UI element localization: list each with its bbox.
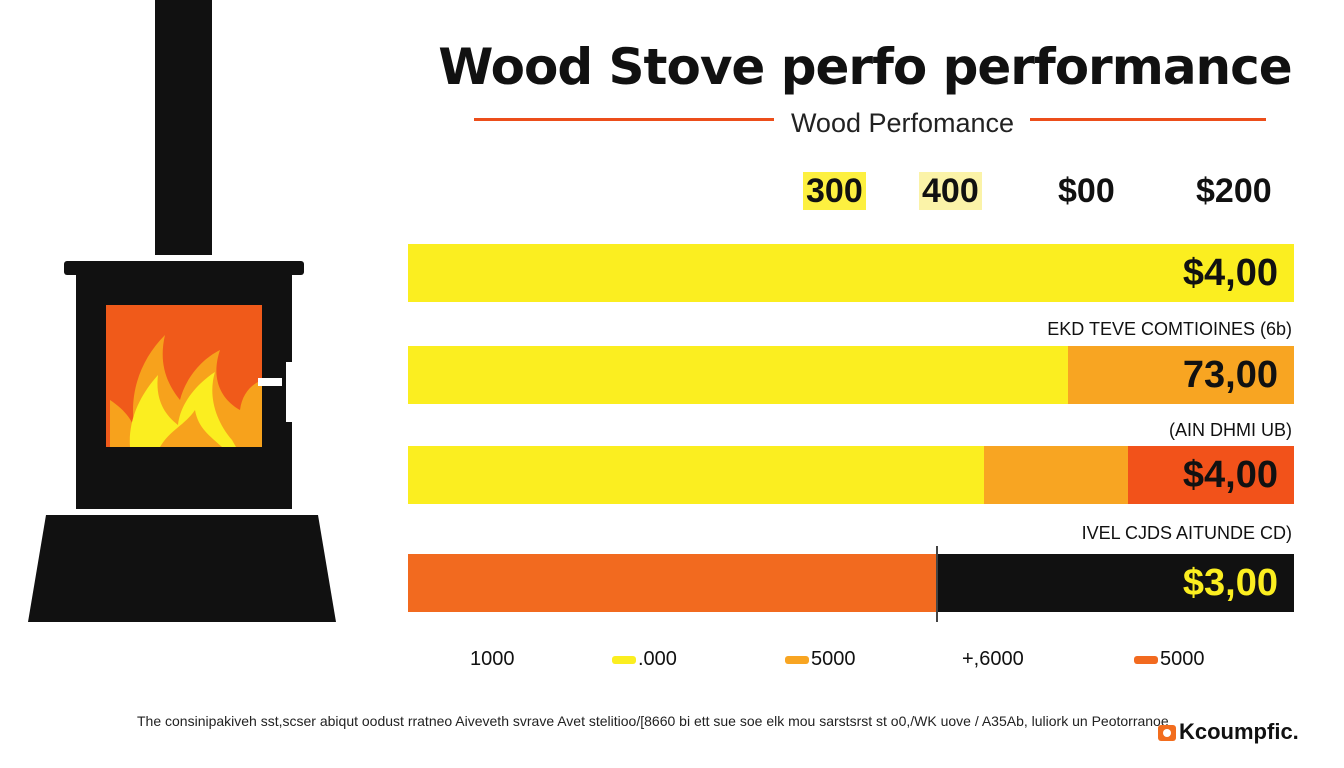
chart-subtitle: Wood Perfomance (790, 108, 1015, 138)
column-header: 400 (919, 172, 982, 210)
stove-top-plate (64, 261, 304, 275)
legend-swatch (785, 655, 809, 664)
stove-chimney (155, 0, 212, 255)
legend-swatch (1134, 655, 1158, 664)
column-header: $200 (1196, 172, 1272, 210)
brand-name: Kcoumpfic. (1179, 719, 1299, 744)
brand-icon (1158, 725, 1176, 742)
legend-item: 1000 (470, 648, 515, 670)
stove-door-latch (258, 378, 282, 386)
bar-segment (937, 554, 1294, 612)
column-header: 300 (803, 172, 866, 210)
bar-value-label: $4,00 (1182, 252, 1278, 294)
legend-swatch (612, 655, 636, 664)
bar-value-label: $4,00 (1182, 454, 1278, 496)
legend-item: .000 (612, 648, 677, 670)
bar-row: 73,00 (408, 346, 1294, 404)
bar-row: $4,00 (408, 244, 1294, 302)
legend-label: 5000 (811, 648, 856, 670)
stove-door-hinge (286, 362, 294, 422)
legend-label: 1000 (470, 648, 515, 670)
flame-icon (110, 335, 262, 447)
bar-value-label: 73,00 (1182, 354, 1278, 396)
chart-title: Wood Stove perfo performance (438, 38, 1292, 96)
bar-caption: EKD TEVE COMTIOINES (6b) (1047, 319, 1292, 339)
brand-logo: Kcoumpfic. (1158, 719, 1299, 745)
legend-item: 5000 (1134, 648, 1205, 670)
subtitle-divider-right (1030, 118, 1266, 121)
legend-label: 5000 (1160, 648, 1205, 670)
column-header: $00 (1058, 172, 1115, 210)
footnote: The consinipakiveh sst,scser abiqut oodu… (137, 713, 1169, 729)
bar-segment (408, 346, 1068, 404)
bar-caption: IVEL CJDS AITUNDE CD) (1081, 523, 1292, 543)
bar-row: $4,00 (408, 446, 1294, 504)
subtitle-divider-left (474, 118, 774, 121)
bar-segment (984, 446, 1128, 504)
wood-stove-illustration (28, 0, 336, 622)
bar-divider-tick (936, 546, 938, 622)
stove-base (28, 515, 336, 622)
bar-segment (408, 446, 984, 504)
bar-segment (1068, 346, 1294, 404)
bar-segment (1128, 446, 1294, 504)
bar-value-label: $3,00 (1182, 562, 1278, 604)
bar-caption: (AIN DHMI UB) (1169, 420, 1292, 440)
legend-label: .000 (638, 648, 677, 670)
bar-segment (408, 554, 937, 612)
legend-item: +,6000 (962, 648, 1024, 670)
legend-item: 5000 (785, 648, 856, 670)
legend-label: +,6000 (962, 648, 1024, 670)
bar-segment (408, 244, 1294, 302)
bar-row: $3,00 (408, 554, 1294, 612)
